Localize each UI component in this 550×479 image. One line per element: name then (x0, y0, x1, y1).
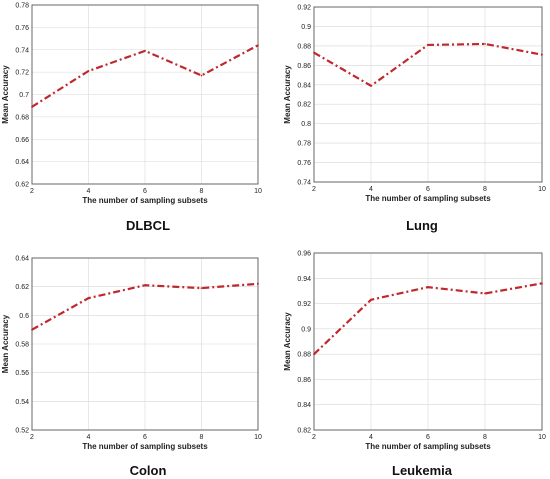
panel-caption-leukemia: Leukemia (392, 463, 452, 478)
data-point-colon (31, 328, 33, 331)
y-axis-label-dlbcl: Mean Accuracy (1, 65, 10, 124)
chart-lung: 0.74 0.76 0.78 0.8 0.82 0.84 0.86 0.88 0.9 0.92 2 4… (283, 5, 546, 204)
x-tick-label: 4 (369, 434, 373, 441)
data-point-dlbcl (31, 105, 33, 108)
panel-caption-colon: Colon (129, 463, 167, 478)
x-tick-label: 4 (369, 186, 373, 193)
x-tick-label: 2 (312, 186, 316, 193)
data-point-lung (370, 84, 372, 87)
y-tick-label: 0.76 (297, 160, 311, 167)
y-tick-label: 0.84 (297, 82, 311, 89)
data-point-dlbcl (144, 49, 146, 52)
data-point-lung (541, 53, 543, 56)
data-point-dlbcl (257, 44, 259, 47)
y-tick-label: 0.86 (297, 377, 311, 384)
data-point-dlbcl (87, 70, 90, 72)
data-point-leukemia (370, 298, 372, 301)
x-tick-label: 2 (312, 434, 316, 441)
data-point-lung (427, 44, 429, 46)
data-point-colon (144, 284, 146, 287)
data-point-leukemia (313, 353, 315, 356)
y-tick-label: 0.52 (15, 428, 29, 435)
y-tick-label: 0.58 (15, 342, 29, 349)
y-tick-label: 0.7 (19, 92, 29, 99)
data-point-leukemia (541, 282, 543, 285)
y-axis-label-colon: Mean Accuracy (1, 314, 10, 373)
y-tick-label: 0.9 (301, 326, 311, 333)
y-tick-label: 0.9 (301, 24, 311, 31)
data-point-lung (313, 51, 315, 54)
y-tick-label: 0.56 (15, 370, 29, 377)
panel-caption-lung: Lung (406, 218, 438, 233)
y-tick-label: 0.64 (15, 256, 29, 263)
data-point-colon (87, 297, 90, 300)
y-tick-label: 0.74 (15, 47, 29, 54)
data-point-colon (257, 282, 259, 285)
data-point-colon (200, 287, 203, 289)
data-point-dlbcl (200, 74, 203, 77)
panel-caption-dlbcl: DLBCL (125, 218, 171, 233)
y-tick-label: 0.92 (297, 301, 311, 308)
chart-dlbcl: 0.62 0.64 0.66 0.68 0.7 0.72 0.74 0.76 0.78 2 4 6 8 1… (1, 3, 262, 206)
x-tick-label: 6 (426, 186, 430, 193)
y-tick-label: 0.62 (15, 284, 29, 291)
x-tick-label: 8 (200, 188, 204, 195)
y-tick-label: 0.84 (297, 402, 311, 409)
x-axis-label-leukemia: The number of sampling subsets (365, 442, 491, 451)
x-axis-label-lung: The number of sampling subsets (365, 194, 491, 203)
y-tick-label: 0.78 (15, 3, 29, 10)
data-point-lung (484, 43, 486, 45)
y-tick-label: 0.78 (297, 141, 311, 148)
y-tick-label: 0.68 (15, 114, 29, 121)
x-tick-label: 6 (426, 434, 430, 441)
y-tick-label: 0.54 (15, 399, 29, 406)
x-tick-label: 2 (30, 188, 34, 195)
y-axis-label-leukemia: Mean Accuracy (283, 312, 292, 371)
y-tick-label: 0.94 (297, 276, 311, 283)
plot-frame-dlbcl (31, 4, 259, 185)
x-tick-label: 2 (30, 434, 34, 441)
y-tick-label: 0.92 (297, 5, 311, 12)
x-axis-label-colon: The number of sampling subsets (82, 442, 208, 451)
x-tick-label: 10 (538, 434, 546, 441)
x-tick-label: 8 (200, 434, 204, 441)
y-tick-label: 0.64 (15, 159, 29, 166)
x-axis-label-dlbcl: The number of sampling subsets (82, 196, 208, 205)
plot-frame-leukemia (313, 252, 543, 431)
y-tick-label: 0.66 (15, 137, 29, 144)
x-tick-label: 10 (254, 434, 262, 441)
plot-frame-lung (313, 6, 543, 183)
data-point-leukemia (484, 292, 486, 295)
chart-colon: 0.52 0.54 0.56 0.58 0.6 0.62 0.64 2 4 6 8 10 The num… (1, 256, 262, 452)
y-tick-label: 0.72 (15, 70, 29, 77)
y-tick-label: 0.96 (297, 251, 311, 258)
plot-frame-colon (31, 257, 259, 431)
y-tick-label: 0.88 (297, 352, 311, 359)
y-tick-label: 0.82 (297, 102, 311, 109)
x-tick-label: 10 (538, 186, 546, 193)
x-tick-label: 4 (87, 434, 91, 441)
y-tick-label: 0.74 (297, 180, 311, 187)
x-tick-label: 8 (483, 434, 487, 441)
x-tick-label: 10 (254, 188, 262, 195)
x-tick-label: 4 (87, 188, 91, 195)
y-axis-label-lung: Mean Accuracy (283, 65, 292, 124)
y-tick-label: 0.62 (15, 182, 29, 189)
y-tick-label: 0.76 (15, 25, 29, 32)
chart-leukemia: 0.82 0.84 0.86 0.88 0.9 0.92 0.94 0.96 2 4 6 8 10 The… (283, 251, 546, 452)
y-tick-label: 0.88 (297, 43, 311, 50)
data-point-leukemia (427, 286, 429, 289)
x-tick-label: 8 (483, 186, 487, 193)
y-tick-label: 0.82 (297, 428, 311, 435)
y-tick-label: 0.6 (19, 313, 29, 320)
y-tick-label: 0.8 (301, 121, 311, 128)
x-tick-label: 6 (143, 188, 147, 195)
y-tick-label: 0.86 (297, 63, 311, 70)
x-tick-label: 6 (143, 434, 147, 441)
